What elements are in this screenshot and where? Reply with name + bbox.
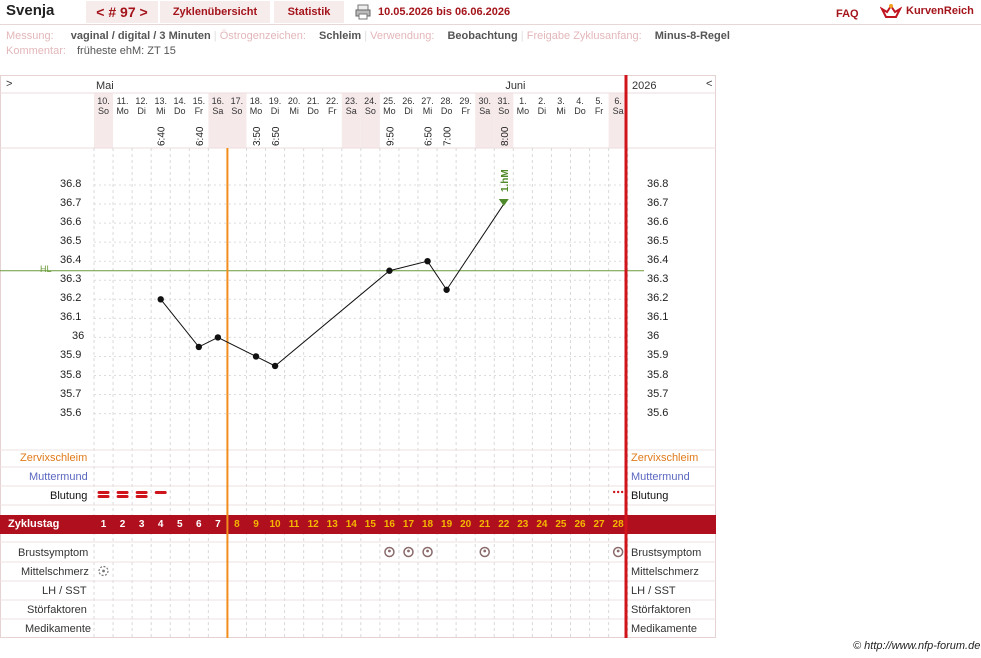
spotting-dot xyxy=(612,490,616,494)
spotting-dot xyxy=(616,490,620,494)
measurement-time: 6:40 xyxy=(195,126,206,146)
temperature-curve xyxy=(160,203,505,367)
breast-symptom-icon xyxy=(612,546,624,558)
weekend-shade xyxy=(341,93,361,148)
temperature-point xyxy=(386,267,393,274)
temperature-point xyxy=(195,343,203,351)
usage-value: Beobachtung xyxy=(447,30,518,42)
bleeding-mark xyxy=(116,491,129,494)
temperature-point xyxy=(214,334,222,341)
breast-symptom-dot xyxy=(407,549,410,553)
printer-icon[interactable] xyxy=(355,4,371,20)
midpain-dot xyxy=(102,569,105,573)
weekend-shade xyxy=(227,93,247,148)
weekend-shade xyxy=(360,93,380,148)
measurement-time: 6:40 xyxy=(157,126,168,146)
info-line-1: Messung: vaginal / digital / 3 Minuten |… xyxy=(6,30,730,42)
temperature-point xyxy=(271,362,279,370)
estrogen-value: Schleim xyxy=(319,30,362,42)
date-range: 10.05.2026 bis 06.06.2026 xyxy=(378,6,511,18)
peak-label: 1.hM xyxy=(500,169,511,192)
peak-marker xyxy=(498,199,509,207)
comment-value: früheste ehM: ZT 15 xyxy=(76,45,176,57)
bleeding-mark xyxy=(154,491,167,494)
cycle-day-bar xyxy=(0,515,716,534)
breast-symptom-dot xyxy=(616,549,620,553)
weekend-shade xyxy=(208,93,228,148)
user-name: Svenja xyxy=(6,2,55,19)
spotting-dot xyxy=(620,490,624,494)
weekend-shade xyxy=(608,93,628,148)
temperature-point xyxy=(252,353,260,360)
breast-symptom-icon xyxy=(403,546,414,558)
measure-label: Messung: xyxy=(6,30,54,42)
temperature-point xyxy=(424,258,431,265)
temperature-point xyxy=(157,296,164,303)
brand-link[interactable]: KurvenReich xyxy=(906,5,974,17)
measure-value: vaginal / digital / 3 Minuten xyxy=(70,30,211,42)
crown-logo-icon[interactable] xyxy=(880,3,902,21)
midpain-icon xyxy=(98,565,109,577)
bleeding-mark xyxy=(97,495,110,498)
breast-symptom-icon xyxy=(479,546,490,558)
measurement-time: 6:50 xyxy=(424,126,435,146)
weekend-shade xyxy=(475,93,495,148)
measurement-time: 7:00 xyxy=(443,126,454,146)
faq-link[interactable]: FAQ xyxy=(836,8,859,20)
measurement-time: 6:50 xyxy=(271,126,282,146)
tab-cycle-overview[interactable]: Zyklenübersicht xyxy=(160,1,270,23)
copyright: © http://www.nfp-forum.de xyxy=(853,640,981,652)
tab-statistics[interactable]: Statistik xyxy=(274,1,344,23)
cycle-number[interactable]: < # 97 > xyxy=(96,4,148,20)
measurement-time: 3:50 xyxy=(252,126,263,146)
breast-symptom-dot xyxy=(388,549,391,553)
measurement-time: 9:50 xyxy=(385,126,396,146)
breast-symptom-icon xyxy=(384,546,395,558)
bleeding-mark xyxy=(97,491,110,494)
temperature-point xyxy=(443,286,450,293)
usage-label: Verwendung: xyxy=(370,30,435,42)
bleeding-mark xyxy=(135,495,148,498)
breast-symptom-icon xyxy=(422,546,433,558)
breast-symptom-dot xyxy=(483,549,487,553)
release-label: Freigabe Zyklusanfang: xyxy=(526,30,642,42)
info-line-2: Kommentar: früheste ehM: ZT 15 xyxy=(6,45,176,57)
breast-symptom-dot xyxy=(426,549,429,553)
release-value: Minus-8-Regel xyxy=(654,30,730,42)
bleeding-mark xyxy=(116,495,129,498)
weekend-shade xyxy=(94,93,114,148)
measurement-time: 8:00 xyxy=(500,126,511,146)
weekend-shade xyxy=(494,93,514,148)
comment-label: Kommentar: xyxy=(6,45,66,57)
top-bar: Svenja < # 97 > Zyklenübersicht Statisti… xyxy=(0,0,981,25)
estrogen-label: Östrogenzeichen: xyxy=(219,30,306,42)
cycle-selector[interactable]: < # 97 > xyxy=(86,1,158,23)
bleeding-mark xyxy=(135,491,148,494)
cycle-chart xyxy=(0,75,716,638)
